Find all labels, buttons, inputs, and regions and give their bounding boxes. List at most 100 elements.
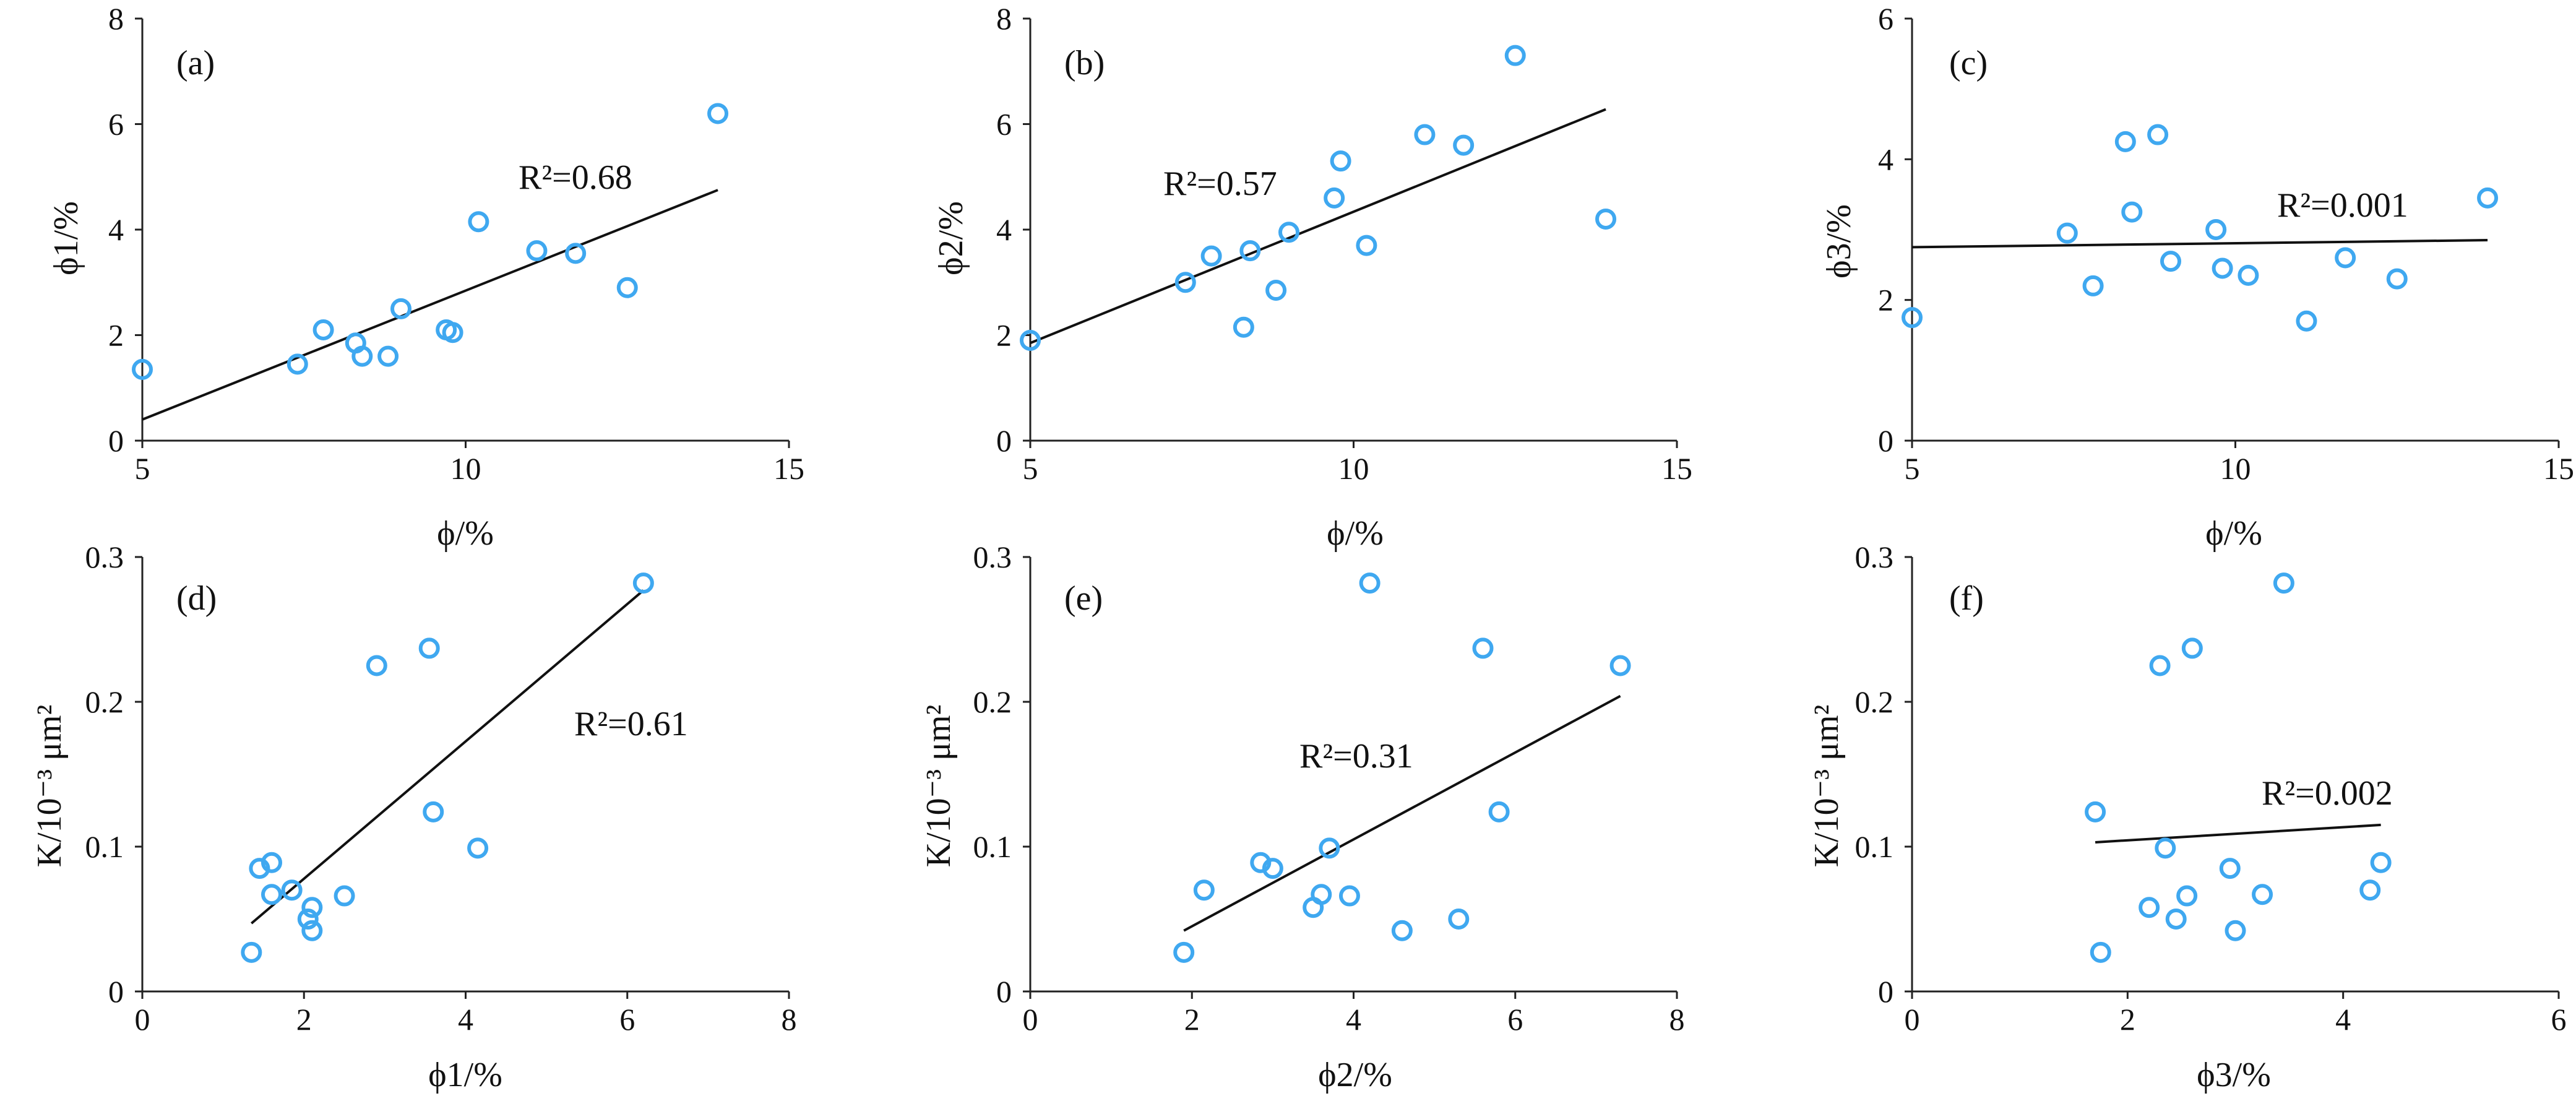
data-point [366,655,387,676]
x-tick-label: 4 [2335,1002,2351,1037]
data-point [2205,219,2227,240]
fit-line [2095,823,2381,844]
x-tick-label: 5 [1905,451,1920,486]
x-tick-label: 6 [2551,1002,2567,1037]
data-point [2160,251,2181,272]
data-point [1239,240,1261,262]
panel-d: (d) R²=0.61 ϕ1/% K/10⁻³ μm² 0 2 4 6 8 0 0.1 0.2… [30,540,797,1094]
data-point [286,353,308,375]
x-tick-label: 6 [619,1002,635,1037]
panel-f: (f) R²=0.002 ϕ3/% K/10⁻³ μm² 0 2 4 6 0 0.1 0.2… [1807,540,2567,1094]
x-tick-label: 8 [782,1002,797,1037]
x-tick-label: 6 [1507,1002,1523,1037]
data-point [1250,852,1272,873]
data-point [1448,909,1470,930]
data-point [2056,222,2078,244]
y-axis-label: ϕ3/% [1820,204,1858,278]
y-tick-label: 6 [996,107,1012,142]
y-tick-label: 0 [108,423,124,458]
data-point [1504,45,1526,66]
x-tick-label: 8 [1669,1002,1685,1037]
data-point [526,240,548,262]
data-point [1265,280,1287,301]
x-tick-label: 5 [135,451,150,486]
data-point [249,858,270,879]
x-tick-label: 2 [1184,1002,1200,1037]
data-point [1020,330,1041,352]
y-axis-label: K/10⁻³ μm² [30,705,69,868]
data-point [2149,655,2171,676]
x-axis-label: ϕ3/% [2197,1056,2271,1094]
y-tick-label: 0.2 [1855,684,1894,719]
y-tick-label: 4 [1878,142,1893,176]
y-tick-label: 0.1 [85,829,124,864]
data-point [301,897,323,918]
r2-label: R²=0.61 [574,705,688,743]
x-tick-label: 10 [1338,451,1369,486]
data-point [1173,941,1195,963]
x-tick-label: 5 [1023,451,1038,486]
y-tick-label: 2 [108,318,124,353]
data-point [351,345,373,367]
data-point [1902,307,1923,329]
data-point [241,941,262,963]
data-point [467,837,489,859]
y-axis-label: K/10⁻³ μm² [920,705,958,868]
y-axis-label: ϕ2/% [932,201,970,275]
data-point [281,879,303,901]
data-point [2181,637,2203,659]
data-point [1356,235,1377,256]
data-point [297,909,319,930]
x-tick-label: 15 [773,451,804,486]
y-tick-label: 8 [996,1,1012,36]
data-point [390,298,411,319]
y-tick-label: 0.3 [973,540,1012,574]
data-point [1488,801,1510,823]
x-tick-label: 0 [1905,1002,1920,1037]
x-tick-label: 0 [1023,1002,1038,1037]
x-tick-label: 4 [458,1002,473,1037]
data-point [2252,884,2273,905]
x-tick-label: 15 [2543,451,2574,486]
data-point [565,243,587,264]
data-point [2219,858,2241,879]
data-point [2296,310,2317,332]
data-point [1609,655,1631,676]
y-tick-label: 2 [996,318,1012,353]
data-point [312,319,334,340]
y-axis-label: ϕ1/% [47,201,85,275]
x-tick-label: 2 [2120,1002,2135,1037]
fit-line [251,589,645,925]
y-tick-label: 0 [1878,423,1893,458]
data-point [261,884,282,905]
data-point [2155,837,2176,859]
panel-label: (f) [1949,579,1984,618]
data-point [2212,257,2233,279]
data-point [632,572,654,594]
x-axis-label: ϕ/% [1327,514,1384,553]
data-point [1319,837,1340,859]
data-point [707,103,729,124]
y-tick-label: 0.2 [85,684,124,719]
data-point [1595,208,1617,230]
x-axis-label: ϕ2/% [1318,1056,1392,1094]
data-point [2335,247,2356,269]
data-point [2225,920,2246,941]
data-point [1174,272,1196,293]
data-point [1330,150,1351,172]
data-point [301,920,323,941]
y-tick-label: 0.3 [1855,540,1894,574]
data-point [2165,909,2187,930]
panel-e: (e) R²=0.31 ϕ2/% K/10⁻³ μm² 0 2 4 6 8 0 0.1 0.2… [920,540,1685,1094]
data-point [1262,858,1283,879]
data-point [2121,201,2143,223]
data-point [261,852,282,873]
r2-label: R²=0.68 [519,158,632,197]
x-tick-label: 10 [450,451,481,486]
y-tick-label: 4 [996,212,1012,247]
data-point [2359,879,2381,901]
panel-label: (e) [1064,579,1103,618]
r2-label: R²=0.31 [1299,737,1413,775]
